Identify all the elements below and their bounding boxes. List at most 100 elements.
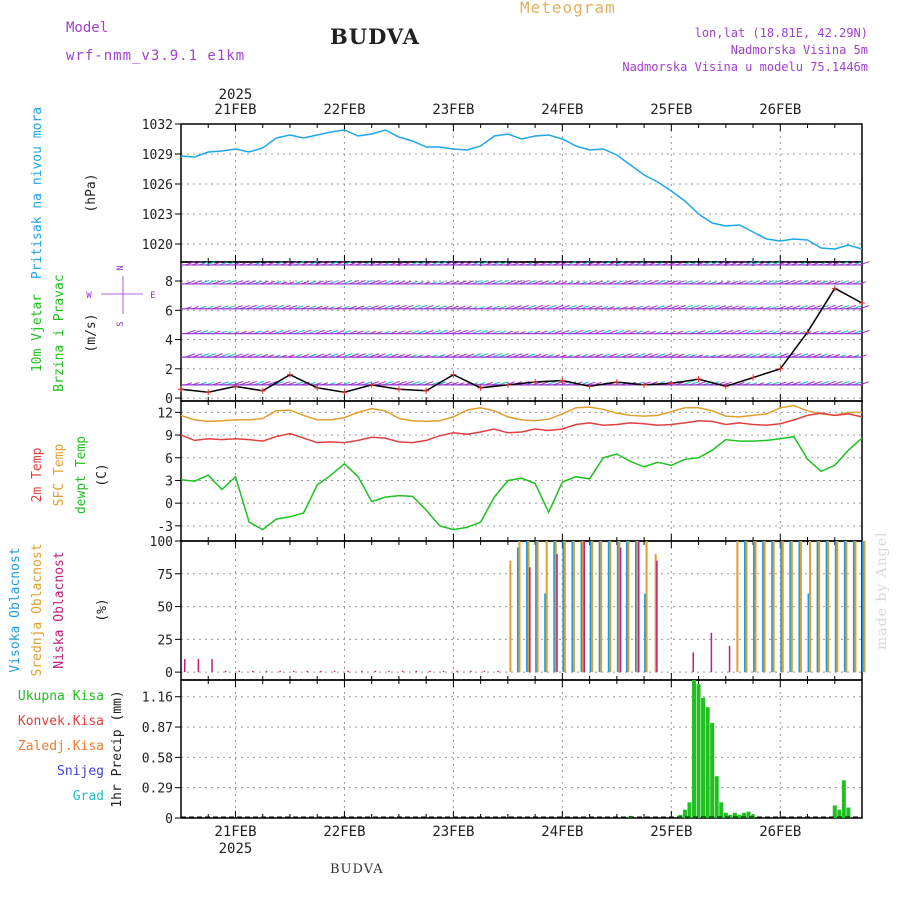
- precip-bar: [682, 809, 687, 818]
- low-cloud-bar: [401, 670, 404, 673]
- wind-speed-marker: [668, 380, 675, 387]
- wind-speed-marker: [532, 378, 539, 385]
- wind-speed-marker: [450, 371, 457, 378]
- mid-cloud-bar: [600, 541, 603, 673]
- low-cloud-axis-label: Niska Oblacnost: [52, 551, 67, 668]
- y-tick-label: -3: [157, 520, 173, 535]
- top-day-label: 23FEB: [432, 102, 474, 118]
- low-cloud-bar: [374, 670, 377, 673]
- low-cloud-bar: [252, 670, 254, 673]
- low-cloud-bar: [333, 670, 336, 673]
- mid-cloud-bar: [863, 541, 866, 673]
- top-day-label: 26FEB: [759, 102, 801, 118]
- y-tick-label: 0: [165, 812, 173, 827]
- pressure-line: [180, 129, 863, 250]
- wind-speed-marker: [613, 378, 620, 385]
- wind-speed-marker: [777, 365, 784, 372]
- top-day-label: 25FEB: [650, 102, 692, 118]
- low-cloud-bar: [415, 670, 418, 673]
- precip-bar: [687, 802, 692, 818]
- bottom-day-label: 23FEB: [432, 824, 474, 840]
- low-cloud-bar: [429, 670, 431, 673]
- mid-cloud-bar: [827, 541, 830, 673]
- precip-bar: [701, 697, 706, 818]
- wind-speed-marker: [395, 386, 402, 393]
- low-cloud-bar: [470, 670, 472, 673]
- top-day-label: 24FEB: [541, 102, 583, 118]
- mid-cloud-bar: [536, 541, 539, 673]
- compass-west: W: [86, 291, 92, 301]
- y-tick-label: 0: [165, 392, 173, 407]
- panel-frame: [180, 123, 863, 263]
- pressure-axis-label: Pritisak na nivou mora: [30, 107, 45, 279]
- mid-cloud-bar: [790, 541, 793, 673]
- wind-speed-marker: [286, 371, 293, 378]
- compass-south: S: [116, 321, 126, 326]
- lonlat-label: lon,lat (18.81E, 42.29N): [694, 26, 868, 40]
- precip-bar: [696, 684, 701, 818]
- wind-speed-marker: [341, 389, 348, 396]
- low-cloud-bar: [497, 670, 499, 673]
- bottom-day-label: 21FEB: [214, 824, 256, 840]
- precip-legend-1: Konvek.Kisa: [18, 714, 104, 729]
- y-tick-label: 12: [157, 406, 173, 421]
- mid-cloud-bar: [627, 541, 630, 673]
- low-cloud-bar: [292, 670, 295, 673]
- top-day-label: 22FEB: [323, 102, 365, 118]
- precip-bar: [710, 722, 715, 818]
- y-tick-label: 8: [165, 275, 173, 290]
- y-tick-label: 6: [165, 452, 173, 467]
- precip-legend-0: Ukupna Kisa: [18, 689, 104, 704]
- precip-legend-3: Snijeg: [57, 764, 104, 779]
- low-cloud-bar: [184, 659, 186, 673]
- mid-cloud-bar: [582, 541, 585, 673]
- precip-bar: [741, 812, 746, 818]
- mid-cloud-bar: [527, 541, 530, 673]
- t2m-line: [180, 412, 863, 444]
- wind-speed-marker: [178, 386, 184, 393]
- precip-bar: [732, 812, 737, 818]
- wind-speed-line: [180, 287, 863, 393]
- wind-speed-marker: [232, 383, 239, 390]
- meteogram-label: Meteogram: [520, 0, 616, 17]
- wind-speed-marker: [641, 381, 648, 388]
- low-cloud-bar: [656, 560, 658, 673]
- author-credit: made by Angel: [874, 531, 890, 651]
- mid-cloud-bar: [518, 541, 521, 673]
- altitude-label: Nadmorska Visina 5m: [730, 43, 868, 57]
- wind-speed-marker: [831, 285, 838, 292]
- y-tick-label: 1.16: [142, 691, 173, 706]
- bottom-day-label: 26FEB: [759, 824, 801, 840]
- bottom-year-label: 2025: [219, 841, 253, 857]
- mid-cloud-bar: [854, 541, 857, 673]
- panel-frame: [180, 540, 863, 681]
- wind-speed-marker: [586, 383, 593, 390]
- dewpt-axis-label: dewpt Temp: [74, 436, 89, 514]
- y-tick-label: 6: [165, 304, 173, 319]
- mid-cloud-bar: [772, 541, 775, 673]
- wind-speed-marker: [859, 299, 865, 306]
- low-cloud-bar: [388, 670, 390, 673]
- mid-cloud-axis-label: Srednja Oblacnost: [30, 543, 45, 676]
- sfc-temp-axis-label: SFC Temp: [52, 444, 67, 507]
- mid-cloud-bar: [736, 541, 739, 673]
- y-tick-label: 0: [165, 666, 173, 681]
- precip-bar: [728, 814, 733, 818]
- wind-barbs: [181, 260, 870, 386]
- mid-cloud-bar: [809, 541, 812, 673]
- precip-bar: [719, 802, 724, 818]
- y-tick-label: 9: [165, 429, 173, 444]
- low-cloud-bar: [361, 670, 363, 673]
- low-cloud-bar: [197, 659, 200, 673]
- precip-bar: [846, 807, 851, 818]
- model-name: wrf-nmm_v3.9.1 e1km: [66, 48, 246, 64]
- wind-axis-label: 10m Vjetar: [30, 294, 45, 372]
- t2m-axis-label: 2m Temp: [30, 447, 45, 502]
- y-tick-label: 4: [165, 334, 173, 349]
- panel-frame: [180, 400, 863, 542]
- precip-bar: [714, 776, 719, 818]
- y-tick-label: 0.87: [142, 721, 173, 736]
- high-cloud-axis-label: Visoka Oblacnost: [8, 547, 23, 672]
- low-cloud-bar: [483, 670, 486, 673]
- sfc-temp-line: [180, 404, 862, 423]
